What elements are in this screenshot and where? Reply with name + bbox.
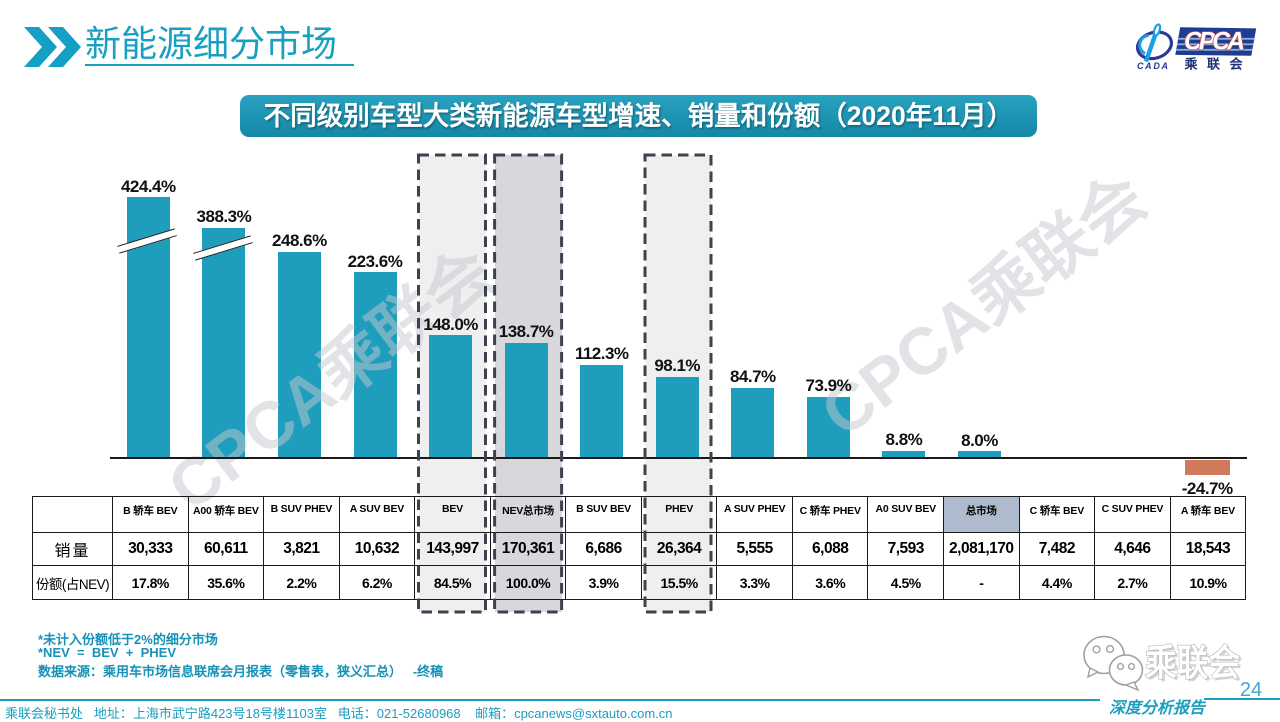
svg-text:乘联会: 乘联会: [1184, 57, 1244, 72]
svg-text:乘联会: 乘联会: [1148, 645, 1243, 686]
svg-text:CADA: CADA: [1137, 61, 1168, 71]
svg-text:乘联会: 乘联会: [1145, 643, 1240, 684]
svg-text:CPCA: CPCA: [1184, 28, 1245, 56]
